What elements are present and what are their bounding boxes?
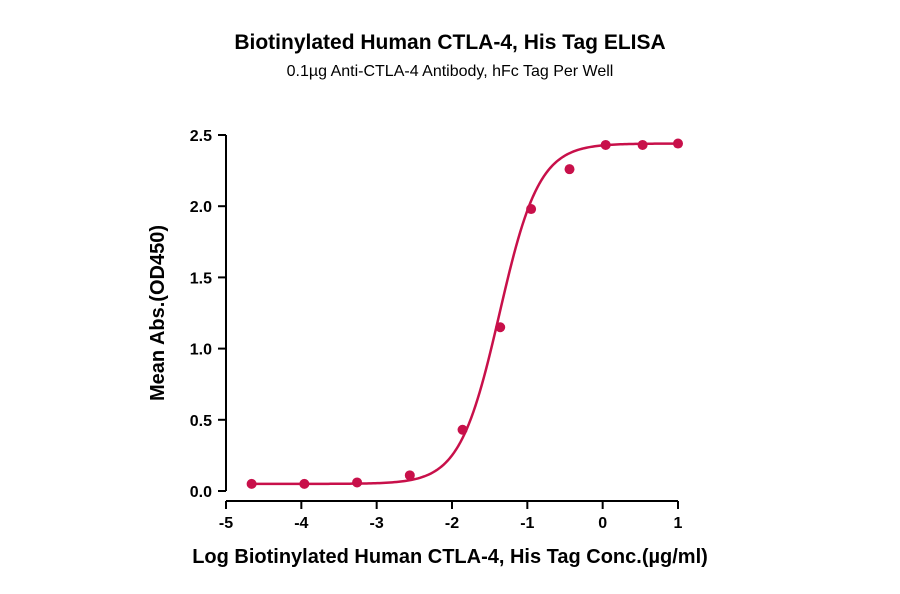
y-tick-label: 0.5 bbox=[190, 413, 212, 430]
chart-title: Biotinylated Human CTLA-4, His Tag ELISA bbox=[234, 31, 665, 54]
data-point bbox=[600, 139, 611, 150]
x-tick-label: -1 bbox=[520, 515, 534, 532]
data-point bbox=[299, 478, 310, 489]
x-tick-label: -3 bbox=[370, 515, 384, 532]
y-axis-label: Mean Abs.(OD450) bbox=[147, 225, 169, 401]
chart-subtitle: 0.1µg Anti-CTLA-4 Antibody, hFc Tag Per … bbox=[287, 63, 614, 80]
data-point bbox=[564, 164, 575, 175]
y-tick-label: 0.0 bbox=[190, 484, 212, 501]
x-tick-label: -2 bbox=[445, 515, 459, 532]
data-point bbox=[495, 322, 506, 333]
data-point bbox=[246, 478, 257, 489]
x-axis-label: Log Biotinylated Human CTLA-4, His Tag C… bbox=[192, 546, 708, 568]
y-ticks: 0.0 0.5 1.0 1.5 2.0 2.5 bbox=[190, 128, 226, 501]
data-point bbox=[404, 470, 415, 481]
axes bbox=[225, 135, 678, 502]
x-tick-label: -4 bbox=[294, 515, 308, 532]
data-point bbox=[637, 139, 648, 150]
data-point bbox=[673, 138, 683, 149]
data-point bbox=[526, 204, 537, 215]
data-points bbox=[246, 138, 683, 489]
y-tick-label: 1.5 bbox=[190, 270, 212, 287]
data-point bbox=[352, 477, 363, 488]
y-tick-label: 2.0 bbox=[190, 199, 212, 216]
x-tick-label: 1 bbox=[674, 515, 683, 532]
x-ticks: -5 -4 -3 -2 -1 0 1 bbox=[219, 501, 683, 532]
x-tick-label: -5 bbox=[219, 515, 233, 532]
data-point bbox=[457, 424, 468, 435]
x-tick-label: 0 bbox=[598, 515, 607, 532]
y-tick-label: 1.0 bbox=[190, 342, 212, 359]
y-tick-label: 2.5 bbox=[190, 128, 212, 145]
